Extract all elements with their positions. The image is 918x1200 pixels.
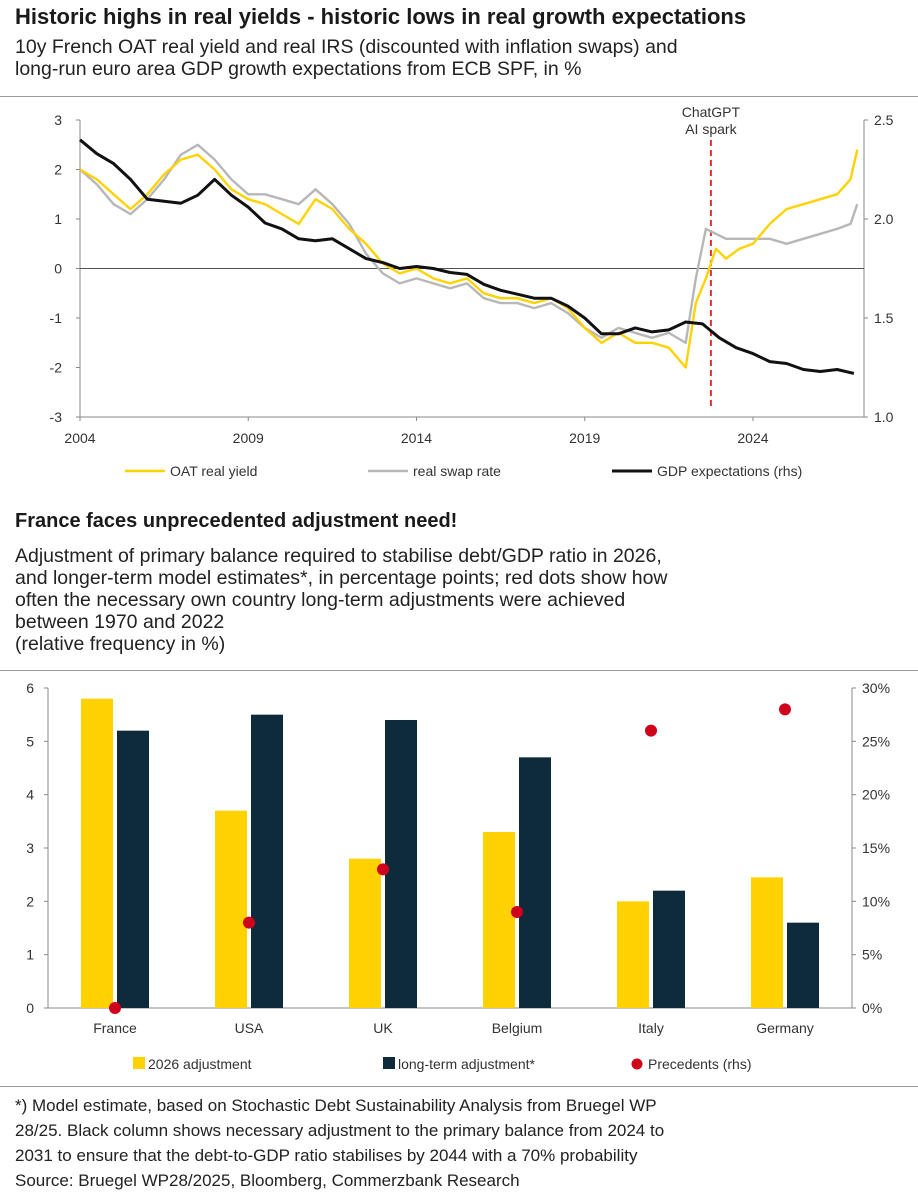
- bar-2026-adjustment-usa: [215, 810, 247, 1008]
- left-tick-label: 2: [54, 162, 62, 178]
- x-tick-label: 2014: [401, 430, 432, 446]
- left-tick-label: 3: [54, 112, 62, 128]
- oat-real-yield-line: [79, 149, 859, 369]
- top-chart-title: Historic highs in real yields - historic…: [15, 4, 747, 29]
- legend-swatch-long-term-adjustment: [383, 1057, 395, 1069]
- right-tick-label: 1.5: [874, 310, 894, 326]
- left-tick-label: -2: [50, 360, 63, 376]
- legend-label-precedents: Precedents (rhs): [648, 1056, 751, 1072]
- legend-swatch-precedents: [631, 1058, 643, 1070]
- annotation-label-line-1: ChatGPT: [682, 104, 741, 120]
- footnote: *) Model estimate, based on Stochastic D…: [15, 1093, 664, 1193]
- bar-2026-adjustment-italy: [617, 901, 649, 1008]
- top-chart-subtitle-line-1: 10y French OAT real yield and real IRS (…: [15, 36, 678, 58]
- bottom-divider: [0, 670, 918, 671]
- bar-long-term-adjustment-uk: [385, 720, 417, 1008]
- right-tick-label: 20%: [862, 787, 890, 803]
- right-tick-label: 30%: [862, 680, 890, 696]
- precedents-dot-uk: [377, 863, 389, 876]
- bar-2026-adjustment-france: [81, 698, 113, 1008]
- footnote-line-3: 2031 to ensure that the debt-to-GDP rati…: [15, 1146, 638, 1165]
- precedents-dot-italy: [645, 724, 657, 737]
- bar-long-term-adjustment-usa: [251, 714, 283, 1008]
- left-tick-label: -3: [50, 409, 63, 425]
- bar-long-term-adjustment-italy: [653, 890, 685, 1008]
- bottom-chart-subtitle-line-3: often the necessary own country long-ter…: [15, 589, 626, 611]
- bottom-chart-subtitle-line-1: Adjustment of primary balance required t…: [15, 545, 662, 567]
- legend-label-swap: real swap rate: [413, 463, 501, 479]
- left-tick-label: 0: [54, 261, 62, 277]
- bar-long-term-adjustment-france: [117, 730, 149, 1008]
- legend-label-gdp: GDP expectations (rhs): [657, 463, 802, 479]
- footnote-divider: [0, 1086, 918, 1087]
- right-tick-label: 0%: [862, 1000, 882, 1016]
- legend-label-oat: OAT real yield: [170, 463, 257, 479]
- bottom-chart-subtitle-line-5: (relative frequency in %): [15, 633, 226, 655]
- top-divider: [0, 96, 918, 97]
- left-tick-label: -1: [50, 310, 63, 326]
- bottom-chart-title: France faces unprecedented adjustment ne…: [15, 510, 458, 532]
- footnote-line-1: *) Model estimate, based on Stochastic D…: [15, 1096, 657, 1115]
- right-tick-label: 2.0: [874, 211, 894, 227]
- right-tick-label: 10%: [862, 893, 890, 909]
- real-swap-rate-line: [79, 143, 859, 344]
- x-tick-label: 2004: [64, 430, 95, 446]
- precedents-dot-belgium: [511, 906, 523, 918]
- legend-swatch-2026-adjustment: [133, 1057, 145, 1069]
- bar-long-term-adjustment-belgium: [519, 757, 551, 1008]
- left-tick-label: 0: [26, 1000, 34, 1016]
- left-tick-label: 1: [26, 947, 34, 963]
- right-tick-label: 2.5: [874, 112, 894, 128]
- legend-label-2026-adjustment: 2026 adjustment: [148, 1056, 252, 1072]
- left-tick-label: 3: [26, 840, 34, 856]
- category-label: Germany: [756, 1020, 814, 1036]
- left-tick-label: 4: [26, 787, 34, 803]
- top-chart-subtitle-line-2: long-run euro area GDP growth expectatio…: [15, 58, 582, 80]
- category-label: Belgium: [492, 1020, 543, 1036]
- category-label: France: [93, 1020, 137, 1036]
- source-line: Source: Bruegel WP28/2025, Bloomberg, Co…: [15, 1171, 520, 1190]
- precedents-dot-france: [109, 1002, 121, 1014]
- right-tick-label: 5%: [862, 947, 882, 963]
- left-tick-label: 1: [54, 211, 62, 227]
- bottom-chart-subtitle-line-2: and longer-term model estimates*, in per…: [15, 567, 668, 589]
- right-tick-label: 1.0: [874, 409, 894, 425]
- line-chart: 3 2 1 0 -1 -2 -3 2.5 2.0 1.5 1.0 2004 2009 2014 2019 20…: [50, 104, 894, 479]
- left-tick-label: 2: [26, 893, 34, 909]
- footnote-line-2: 28/25. Black column shows necessary adju…: [15, 1121, 665, 1140]
- category-label: UK: [373, 1020, 393, 1036]
- category-label: USA: [235, 1020, 264, 1036]
- x-tick-label: 2009: [233, 430, 264, 446]
- x-tick-label: 2019: [569, 430, 600, 446]
- right-tick-label: 25%: [862, 733, 890, 749]
- gdp-expectations-line: [79, 138, 855, 375]
- bar-2026-adjustment-belgium: [483, 832, 515, 1008]
- bar-chart: 6 5 4 3 2 1 0 30% 25% 20% 15% 10% 5% 0% France USA UK Bel…: [26, 680, 890, 1072]
- bar-long-term-adjustment-germany: [787, 922, 819, 1008]
- x-tick-label: 2024: [737, 430, 768, 446]
- bar-2026-adjustment-germany: [751, 877, 783, 1008]
- bar-2026-adjustment-uk: [349, 858, 381, 1008]
- left-tick-label: 5: [26, 733, 34, 749]
- legend-label-long-term-adjustment: long-term adjustment*: [398, 1056, 536, 1072]
- annotation-label-line-2: AI spark: [685, 121, 737, 137]
- right-tick-label: 15%: [862, 840, 890, 856]
- category-label: Italy: [638, 1020, 664, 1036]
- bottom-chart-subtitle-line-4: between 1970 and 2022: [15, 611, 225, 633]
- left-tick-label: 6: [26, 680, 34, 696]
- precedents-dot-germany: [779, 703, 791, 716]
- precedents-dot-usa: [243, 916, 255, 929]
